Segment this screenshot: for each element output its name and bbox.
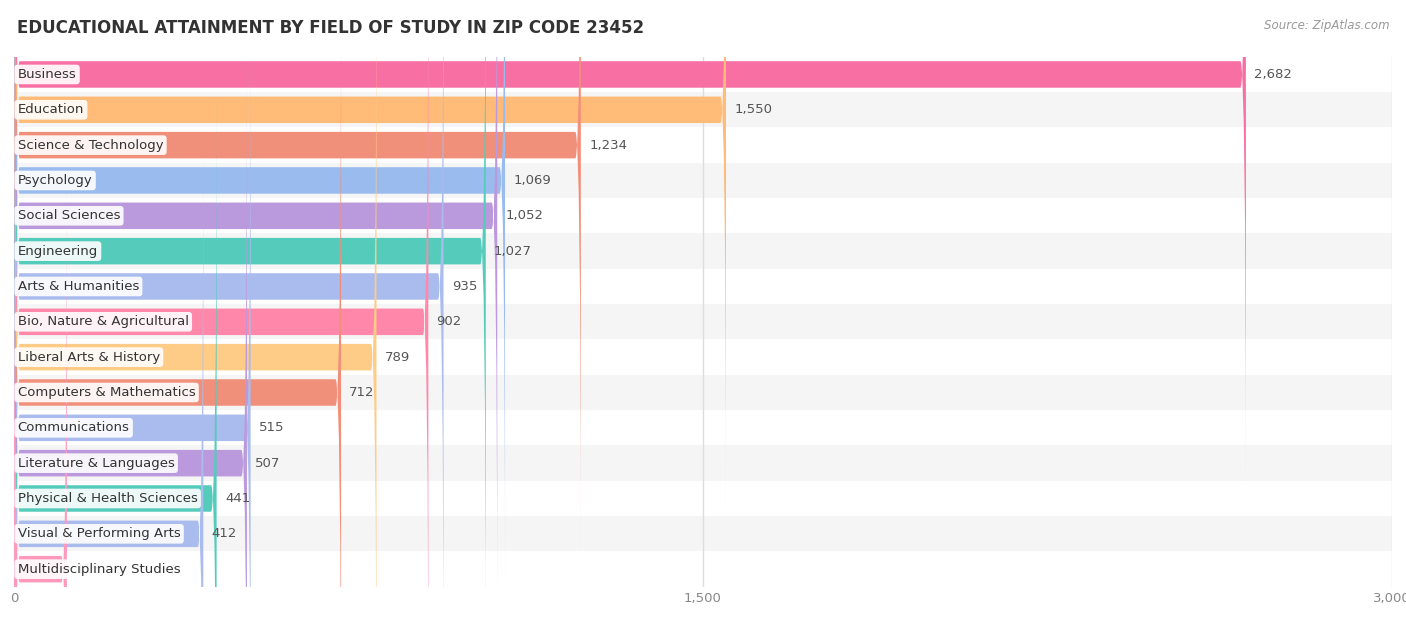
FancyBboxPatch shape: [14, 0, 498, 627]
Text: Liberal Arts & History: Liberal Arts & History: [18, 351, 160, 363]
FancyBboxPatch shape: [14, 375, 1392, 410]
Text: Science & Technology: Science & Technology: [18, 139, 163, 151]
Text: 2,682: 2,682: [1254, 68, 1292, 81]
FancyBboxPatch shape: [14, 88, 217, 631]
FancyBboxPatch shape: [14, 0, 485, 631]
Text: Source: ZipAtlas.com: Source: ZipAtlas.com: [1264, 19, 1389, 32]
Text: Literature & Languages: Literature & Languages: [18, 457, 174, 469]
FancyBboxPatch shape: [14, 0, 581, 556]
FancyBboxPatch shape: [14, 481, 1392, 516]
Text: Communications: Communications: [18, 422, 129, 434]
Text: 515: 515: [259, 422, 284, 434]
FancyBboxPatch shape: [14, 410, 1392, 445]
FancyBboxPatch shape: [14, 17, 250, 631]
FancyBboxPatch shape: [14, 163, 1392, 198]
FancyBboxPatch shape: [14, 445, 1392, 481]
Text: EDUCATIONAL ATTAINMENT BY FIELD OF STUDY IN ZIP CODE 23452: EDUCATIONAL ATTAINMENT BY FIELD OF STUDY…: [17, 19, 644, 37]
FancyBboxPatch shape: [14, 0, 443, 631]
FancyBboxPatch shape: [14, 0, 1246, 485]
FancyBboxPatch shape: [14, 198, 1392, 233]
Text: 115: 115: [75, 563, 101, 575]
Text: 1,234: 1,234: [589, 139, 627, 151]
Text: 712: 712: [349, 386, 375, 399]
FancyBboxPatch shape: [14, 0, 429, 631]
Text: 1,550: 1,550: [734, 103, 772, 116]
Text: 1,069: 1,069: [513, 174, 551, 187]
Text: Arts & Humanities: Arts & Humanities: [18, 280, 139, 293]
FancyBboxPatch shape: [14, 158, 67, 631]
FancyBboxPatch shape: [14, 516, 1392, 551]
Text: 1,027: 1,027: [494, 245, 531, 257]
FancyBboxPatch shape: [14, 0, 342, 631]
Text: 902: 902: [437, 316, 461, 328]
Text: Computers & Mathematics: Computers & Mathematics: [18, 386, 195, 399]
FancyBboxPatch shape: [14, 0, 505, 591]
FancyBboxPatch shape: [14, 52, 247, 631]
Text: Education: Education: [18, 103, 84, 116]
Text: 507: 507: [256, 457, 281, 469]
FancyBboxPatch shape: [14, 233, 1392, 269]
FancyBboxPatch shape: [14, 0, 725, 521]
Text: 1,052: 1,052: [506, 209, 544, 222]
FancyBboxPatch shape: [14, 551, 1392, 587]
Text: 935: 935: [451, 280, 477, 293]
Text: 441: 441: [225, 492, 250, 505]
FancyBboxPatch shape: [14, 0, 377, 631]
FancyBboxPatch shape: [14, 57, 1392, 92]
Text: Visual & Performing Arts: Visual & Performing Arts: [18, 528, 180, 540]
Text: Bio, Nature & Agricultural: Bio, Nature & Agricultural: [18, 316, 188, 328]
Text: Business: Business: [18, 68, 76, 81]
Text: 789: 789: [385, 351, 411, 363]
Text: Multidisciplinary Studies: Multidisciplinary Studies: [18, 563, 180, 575]
FancyBboxPatch shape: [14, 92, 1392, 127]
FancyBboxPatch shape: [14, 127, 1392, 163]
FancyBboxPatch shape: [14, 304, 1392, 339]
FancyBboxPatch shape: [14, 339, 1392, 375]
Text: 412: 412: [211, 528, 238, 540]
Text: Engineering: Engineering: [18, 245, 98, 257]
FancyBboxPatch shape: [14, 123, 204, 631]
Text: Physical & Health Sciences: Physical & Health Sciences: [18, 492, 198, 505]
Text: Social Sciences: Social Sciences: [18, 209, 121, 222]
FancyBboxPatch shape: [14, 269, 1392, 304]
Text: Psychology: Psychology: [18, 174, 93, 187]
